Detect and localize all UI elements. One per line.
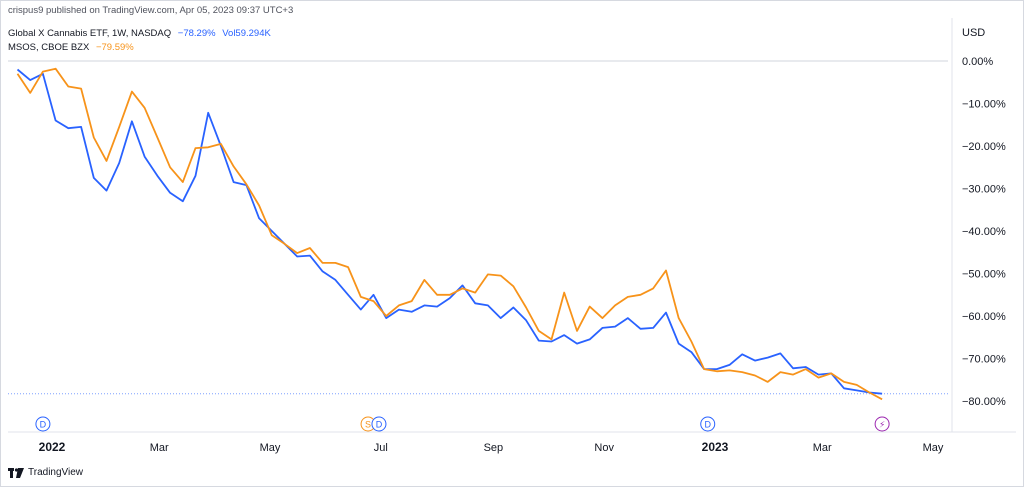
chart-legend: Global X Cannabis ETF, 1W, NASDAQ −78.29…	[8, 27, 271, 55]
tradingview-logo-icon	[8, 467, 24, 478]
event-marker-ring	[35, 416, 51, 432]
event-marker-label: S	[365, 420, 371, 430]
x-tick-label: 2023	[702, 440, 729, 454]
legend-series-1-change: −78.29%	[177, 28, 216, 39]
event-marker-dividend[interactable]: D	[700, 416, 716, 432]
x-axis: 2022 Mar May Jul Sep Nov 2023 Mar May	[39, 440, 944, 454]
legend-series-2-change: −79.59%	[95, 42, 134, 53]
x-tick-label: Jul	[374, 442, 388, 454]
grid-layer	[8, 18, 1016, 433]
series-line-1[interactable]	[16, 68, 883, 395]
event-marker-ring	[874, 416, 890, 432]
footer-branding[interactable]: TradingView	[8, 467, 83, 478]
event-marker-dividend[interactable]: D	[371, 416, 387, 432]
y-tick-label: −20.00%	[962, 141, 1006, 153]
event-marker-label: D	[40, 420, 47, 430]
y-tick-label: −30.00%	[962, 184, 1006, 196]
event-marker-label: ⚡	[879, 420, 885, 430]
y-tick-label: −50.00%	[962, 269, 1006, 281]
event-marker-ring	[371, 416, 387, 432]
event-marker-label: D	[376, 420, 383, 430]
x-tick-label: 2022	[39, 440, 66, 454]
legend-series-2-name: MSOS, CBOE BZX	[8, 42, 90, 53]
x-tick-label: May	[923, 442, 944, 454]
legend-series-1[interactable]: Global X Cannabis ETF, 1W, NASDAQ −78.29…	[8, 27, 271, 41]
publish-line: crispus9 published on TradingView.com, A…	[8, 5, 294, 16]
y-tick-label: −70.00%	[962, 354, 1006, 366]
event-marker-label: D	[704, 420, 711, 430]
y-tick-label: −80.00%	[962, 396, 1006, 408]
legend-series-2[interactable]: MSOS, CBOE BZX −79.59%	[8, 41, 271, 55]
y-tick-label: −40.00%	[962, 226, 1006, 238]
x-tick-label: Nov	[594, 442, 614, 454]
x-tick-label: Mar	[813, 442, 832, 454]
x-tick-label: May	[260, 442, 281, 454]
event-marker-ring	[700, 416, 716, 432]
y-tick-label: −10.00%	[962, 99, 1006, 111]
series-line-2[interactable]	[16, 67, 883, 401]
event-layer: D S D D ⚡	[35, 416, 890, 432]
event-marker-dividend[interactable]: D	[35, 416, 51, 432]
footer-brand-text: TradingView	[28, 467, 84, 478]
x-tick-label: Mar	[150, 442, 169, 454]
y-tick-label: −60.00%	[962, 311, 1006, 323]
event-marker-earnings[interactable]: ⚡	[874, 416, 890, 432]
series-layer	[16, 67, 883, 401]
legend-series-1-volume: Vol59.294K	[222, 28, 271, 39]
x-tick-label: Sep	[484, 442, 504, 454]
y-tick-label: 0.00%	[962, 56, 993, 68]
y-axis: 0.00% −10.00% −20.00% −30.00% −40.00% −50.00%…	[962, 56, 1006, 408]
currency-label: USD	[962, 27, 986, 39]
legend-series-1-name: Global X Cannabis ETF, 1W, NASDAQ	[8, 28, 172, 39]
